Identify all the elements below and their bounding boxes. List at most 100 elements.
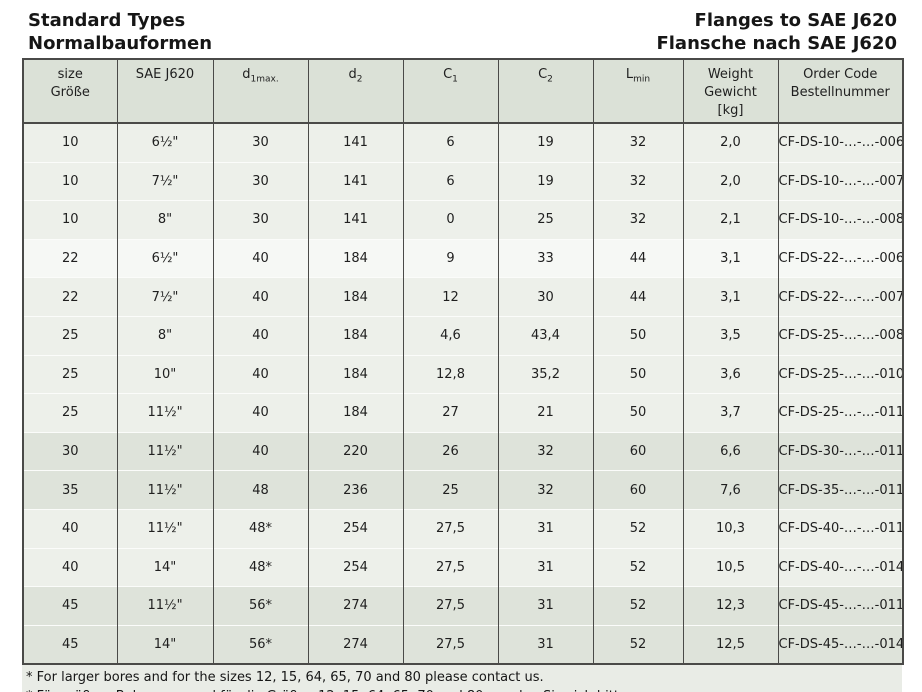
cell-sae-j620: 11½" [116,586,214,626]
cell-sae-j620: 6½" [116,123,214,163]
cell-d1max: 30 [212,161,309,201]
title-flanges-sae: Flanges to SAE J620 [694,10,897,31]
cell-order-code: CF-DS-10-…-…-006 [777,123,904,163]
title-flansche-sae: Flansche nach SAE J620 [656,33,897,54]
cell-lmin: 60 [592,470,684,510]
cell-size: 40 [22,508,118,549]
cell-weight: 3,6 [682,354,779,394]
table-row: 45 11½" 56* 274 27,5 31 52 12,3 CF-DS-45-…-…-011 [22,586,904,626]
column-header-sae-j620: SAE J620 [116,59,214,124]
cell-order-code: CF-DS-25-…-…-010 [777,354,904,394]
cell-weight: 12,3 [682,586,779,626]
cell-sae-j620: 11½" [116,431,214,471]
cell-c1: 6 [402,161,499,201]
cell-d2: 184 [307,393,404,433]
column-header-size: size Größe [22,59,118,124]
cell-c2: 35,2 [497,354,594,394]
cell-d1max: 56* [212,624,309,665]
column-header-d1max: d1max. [212,59,309,124]
column-header-base: d [242,67,251,82]
footnote: * Für größere Bohrungen und für die Größ… [26,687,898,692]
column-header-line: Weight [707,67,754,82]
cell-d2: 184 [307,238,404,278]
column-header-d2: d2 [307,59,404,124]
cell-lmin: 52 [592,586,684,626]
title-standard-types: Standard Types [28,10,186,31]
cell-sae-j620: 8" [116,315,214,356]
table-row: 25 8" 40 184 4,6 43,4 50 3,5 CF-DS-25-…-…-008 [22,315,904,356]
cell-c2: 31 [497,586,594,626]
column-header-line: Order Code [803,67,878,82]
cell-c1: 0 [402,200,499,240]
column-header-subscript: 1max. [250,74,279,85]
cell-c1: 26 [402,431,499,471]
cell-d1max: 40 [212,238,309,278]
cell-order-code: CF-DS-10-…-…-007 [777,161,904,201]
cell-sae-j620: 11½" [116,508,214,549]
table-row: 40 14" 48* 254 27,5 31 52 10,5 CF-DS-40-…-…-014 [22,547,904,587]
cell-c1: 27 [402,393,499,433]
table-row: 25 11½" 40 184 27 21 50 3,7 CF-DS-25-…-…-011 [22,393,904,433]
cell-sae-j620: 11½" [116,470,214,510]
table-row: 35 11½" 48 236 25 32 60 7,6 CF-DS-35-…-…-011 [22,470,904,510]
cell-lmin: 50 [592,354,684,394]
cell-size: 22 [22,277,118,317]
cell-lmin: 52 [592,508,684,549]
column-header-lmin: Lmin [592,59,684,124]
cell-lmin: 32 [592,161,684,201]
cell-c2: 30 [497,277,594,317]
cell-order-code: CF-DS-40-…-…-011 [777,508,904,549]
cell-d1max: 40 [212,431,309,471]
cell-c2: 19 [497,123,594,163]
cell-c1: 27,5 [402,547,499,587]
cell-d2: 254 [307,508,404,549]
cell-d2: 236 [307,470,404,510]
cell-d2: 220 [307,431,404,471]
cell-order-code: CF-DS-40-…-…-014 [777,547,904,587]
cell-sae-j620: 7½" [116,277,214,317]
cell-sae-j620: 8" [116,200,214,240]
cell-c2: 31 [497,508,594,549]
cell-sae-j620: 10" [116,354,214,394]
cell-weight: 2,0 [682,123,779,163]
cell-c2: 32 [497,470,594,510]
cell-c2: 32 [497,431,594,471]
cell-c2: 21 [497,393,594,433]
cell-weight: 3,7 [682,393,779,433]
page-title-left: Standard Types Normalbauformen [28,9,212,55]
cell-size: 45 [22,624,118,665]
column-header-subscript: min [633,74,651,85]
cell-d2: 254 [307,547,404,587]
cell-order-code: CF-DS-22-…-…-007 [777,277,904,317]
cell-size: 25 [22,354,118,394]
cell-size: 10 [22,123,118,163]
cell-d1max: 40 [212,315,309,356]
column-header-base: L [625,67,634,82]
cell-order-code: CF-DS-45-…-…-011 [777,586,904,626]
cell-order-code: CF-DS-25-…-…-008 [777,315,904,356]
column-header-weight: Weight Gewicht [kg] [682,59,779,124]
cell-size: 40 [22,547,118,587]
cell-d2: 184 [307,277,404,317]
footnote: * For larger bores and for the sizes 12,… [26,670,544,686]
cell-weight: 2,1 [682,200,779,240]
cell-lmin: 52 [592,624,684,665]
table-row: 10 6½" 30 141 6 19 32 2,0 CF-DS-10-…-…-006 [22,123,904,163]
cell-d2: 141 [307,123,404,163]
cell-weight: 2,0 [682,161,779,201]
table-row: 22 6½" 40 184 9 33 44 3,1 CF-DS-22-…-…-006 [22,238,904,278]
cell-weight: 3,5 [682,315,779,356]
cell-sae-j620: 14" [116,624,214,665]
table-row: 25 10" 40 184 12,8 35,2 50 3,6 CF-DS-25-…-…-010 [22,354,904,394]
cell-c2: 31 [497,547,594,587]
cell-size: 10 [22,161,118,201]
cell-c1: 27,5 [402,624,499,665]
cell-c1: 12,8 [402,354,499,394]
cell-c1: 12 [402,277,499,317]
cell-weight: 10,5 [682,547,779,587]
flange-spec-table: size Größe SAE J620 d1max. d2 C1 C2 Lmin Weight G… [22,58,904,666]
cell-c1: 27,5 [402,586,499,626]
cell-d1max: 30 [212,123,309,163]
cell-size: 22 [22,238,118,278]
cell-c1: 27,5 [402,508,499,549]
